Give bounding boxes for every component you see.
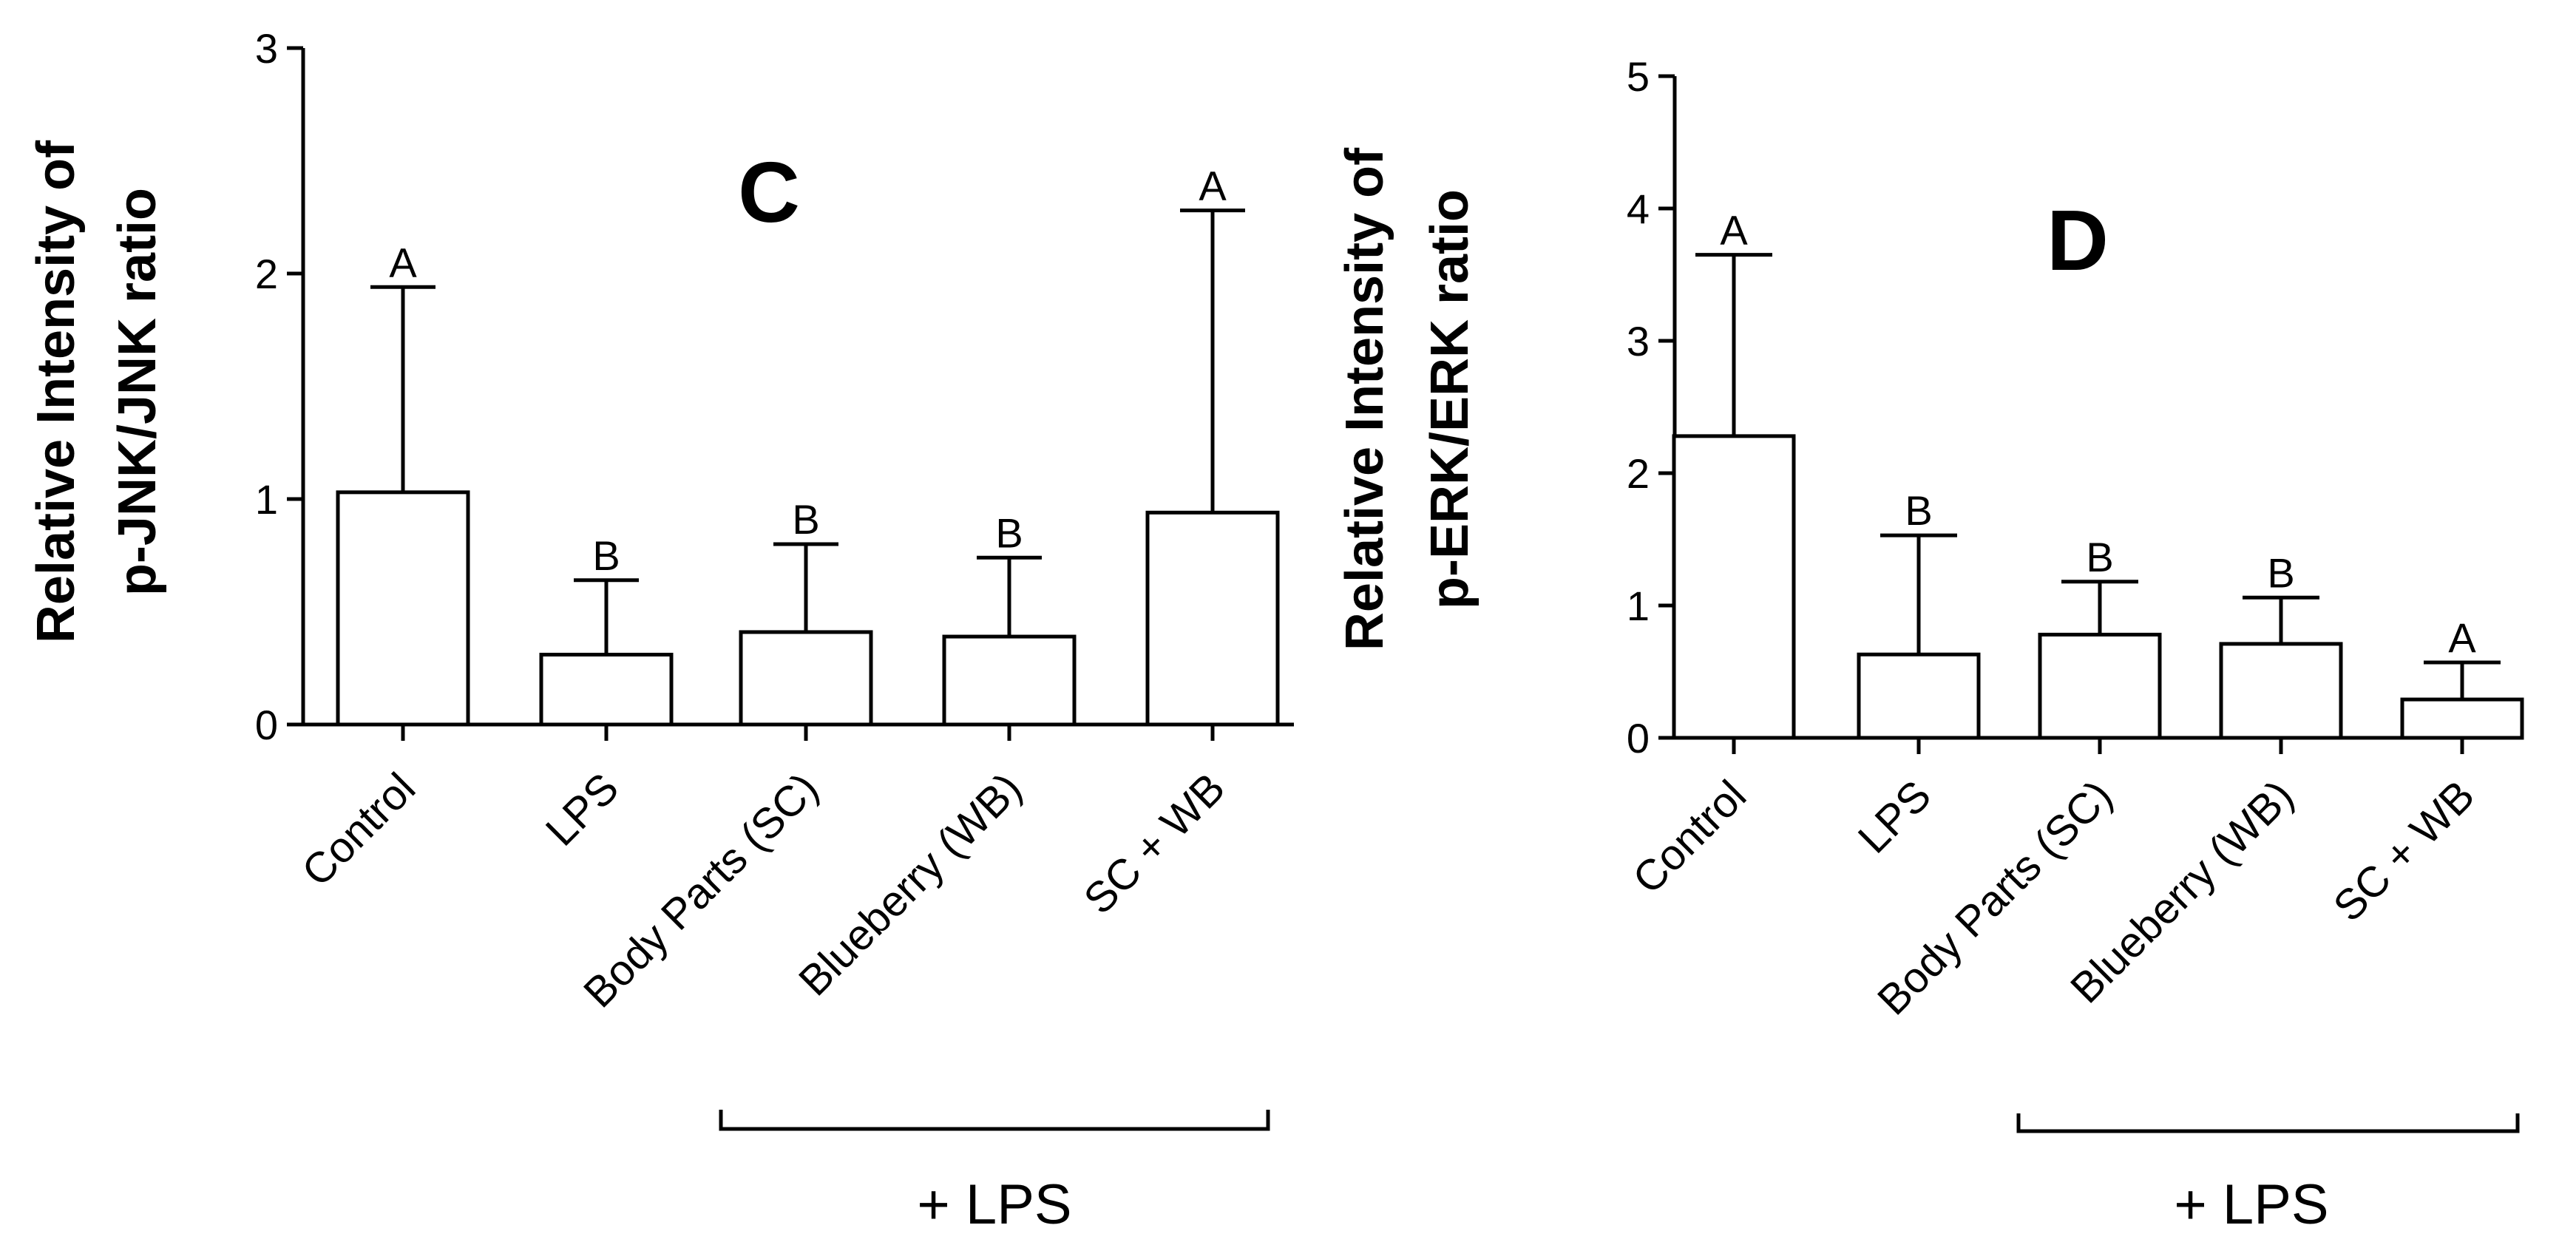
category-label-c: Control [293,764,424,895]
bar-c [336,490,470,727]
bar-d [2219,642,2343,740]
significance-label-d: A [2448,614,2476,661]
category-label-c: SC + WB [1074,764,1234,923]
significance-label-c: B [792,496,819,543]
group-bracket-d [2016,1113,2520,1133]
significance-label-c: B [592,532,620,579]
y-tick-label-c: 1 [255,476,278,523]
category-label-c: Blueberry (WB) [790,764,1031,1005]
y-tick-label-c: 0 [255,702,278,748]
category-label-d: SC + WB [2324,771,2484,931]
group-label-c: + LPS [917,1173,1071,1236]
y-tick-label-d: 4 [1627,186,1650,232]
y-axis-title-c: Relative Intensity of [27,140,86,643]
y-tick-label-c: 2 [255,251,278,297]
bar-c [1145,510,1280,727]
panel-label-d: D [2047,192,2109,288]
category-label-d: LPS [1849,771,1940,862]
y-tick-label-d: 0 [1627,715,1650,761]
y-tick-label-d: 3 [1627,318,1650,364]
group-bracket-c [719,1110,1270,1131]
group-label-d: + LPS [2174,1173,2328,1236]
significance-label-c: B [995,509,1023,556]
bar-d [2038,632,2162,740]
y-tick-label-d: 2 [1627,450,1650,497]
category-label-d: Control [1624,771,1755,903]
bar-c [539,652,674,727]
bar-c [739,630,873,727]
bar-c [942,634,1077,727]
bar-d [2400,697,2524,740]
category-label-c: LPS [537,764,628,855]
significance-label-d: B [1905,487,1932,534]
significance-label-c: A [389,239,417,285]
significance-label-d: A [1720,207,1748,254]
y-axis-title-d: p-ERK/ERK ratio [1420,189,1479,609]
bar-d [1857,652,1981,740]
y-tick-label-c: 3 [255,25,278,72]
y-axis-title-c: p-JNK/JNK ratio [108,188,167,596]
bar-d [1672,434,1796,740]
significance-label-c: A [1199,163,1227,209]
significance-label-d: B [2267,549,2294,596]
y-tick-label-d: 5 [1627,53,1650,100]
y-axis-title-d: Relative Intensity of [1335,147,1394,651]
panel-label-c: C [738,144,800,240]
significance-label-d: B [2086,534,2113,580]
y-tick-label-d: 1 [1627,583,1650,629]
